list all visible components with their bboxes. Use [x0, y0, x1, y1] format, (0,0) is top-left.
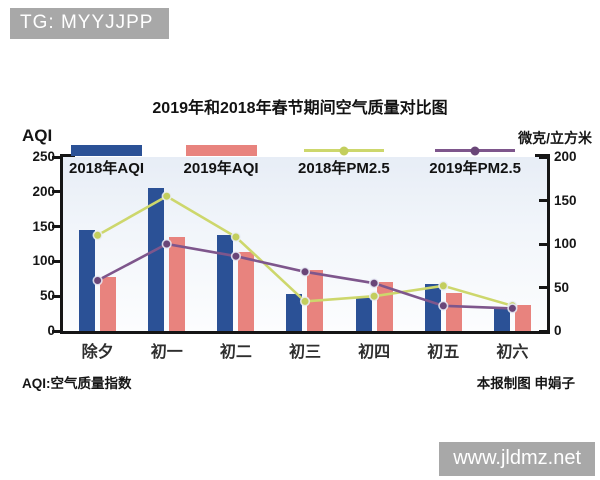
line-marker — [438, 300, 449, 311]
bar — [514, 304, 531, 331]
legend-label: 2019年AQI — [183, 160, 259, 177]
bar — [493, 308, 510, 331]
left_axis-tick-label: 250 — [32, 149, 55, 164]
left_axis-tick — [52, 225, 60, 229]
legend-item: 2018年AQI — [69, 145, 144, 178]
right_axis-tick-label: 100 — [554, 236, 577, 251]
footnote-credit: 本报制图 申娟子 — [476, 376, 575, 391]
x-axis-label: 初四 — [358, 344, 391, 361]
line-marker — [230, 251, 241, 262]
bar-group — [409, 157, 478, 331]
bar — [79, 230, 96, 331]
bar-group — [478, 157, 547, 331]
legend: 2018年AQI 2019年AQI 2018年PM2.5 2019年PM2.5 — [69, 145, 521, 178]
line-series — [96, 194, 513, 308]
legend-item: 2019年AQI — [184, 145, 259, 178]
bar — [286, 294, 303, 331]
right_axis-tick-label: 150 — [554, 192, 577, 208]
chart-title: 2019年和2018年春节期间空气质量对比图 — [152, 100, 448, 117]
line-marker — [369, 278, 380, 289]
right_axis-tick — [539, 329, 547, 333]
legend-item: 2019年PM2.5 — [429, 145, 521, 178]
bar — [445, 292, 462, 331]
bottom-axis-line — [60, 331, 550, 334]
left_axis-tick-label: 150 — [32, 218, 55, 234]
bar — [217, 235, 234, 331]
watermark-badge: www.jldmz.net — [439, 442, 595, 476]
legend-line-marker — [339, 146, 349, 155]
footnote-aqi-definition: AQI:空气质量指数 — [22, 376, 132, 391]
x-axis-label: 初六 — [496, 344, 529, 361]
x-axis-labels: 除夕 初一 初二 初三 初四 初五 初六 — [63, 338, 547, 362]
right_axis-tick — [539, 199, 547, 202]
legend-line-swatch — [435, 146, 516, 155]
line-marker — [92, 230, 103, 241]
bar-group — [132, 157, 201, 331]
line-marker — [161, 238, 172, 250]
right_axis-tick — [539, 155, 547, 159]
legend-label: 2019年PM2.5 — [429, 160, 521, 177]
left_axis-tick — [52, 155, 60, 159]
left_axis-tick — [52, 294, 60, 298]
left_axis-tick — [52, 259, 60, 263]
bar — [355, 297, 372, 331]
left_axis-tick-label: 200 — [32, 183, 55, 199]
line-marker — [230, 231, 241, 243]
bar — [148, 188, 165, 331]
right-axis-title: 微克/立方米 — [518, 130, 592, 146]
left_axis-tick — [52, 329, 60, 333]
bar — [238, 252, 255, 331]
right-axis-line — [547, 154, 550, 334]
line-marker — [369, 291, 380, 302]
left-axis-line — [60, 154, 63, 334]
plot-area: 2018年AQI 2019年AQI 2018年PM2.5 2019年PM2.5 0 50… — [32, 145, 577, 338]
line-marker — [299, 296, 311, 307]
line-marker — [438, 280, 449, 291]
legend-label: 2018年PM2.5 — [298, 160, 390, 177]
left_axis-tick-label: 50 — [39, 288, 55, 304]
left_axis-tick — [52, 190, 60, 194]
line-marker — [92, 275, 103, 286]
legend-line-marker — [470, 146, 480, 155]
tg-badge: TG: MYYJJPP — [10, 8, 170, 39]
left_axis-tick-label: 0 — [47, 323, 55, 338]
x-axis-label: 初二 — [219, 344, 252, 361]
x-axis-label: 初五 — [427, 344, 460, 361]
bar — [169, 237, 186, 331]
right_axis-tick — [539, 286, 547, 289]
legend-line-swatch — [303, 146, 384, 155]
right_axis-tick — [539, 242, 547, 246]
bar — [100, 276, 117, 331]
right_axis-tick-label: 50 — [554, 279, 570, 295]
x-axis-label: 除夕 — [81, 344, 114, 361]
x-axis-label: 初三 — [288, 344, 321, 361]
left-axis-cap — [60, 154, 75, 157]
legend-bar-swatch — [71, 145, 143, 156]
line-series-layer — [92, 191, 518, 314]
bar-group — [63, 157, 132, 331]
line-marker — [507, 303, 518, 314]
bar-groups — [63, 157, 547, 331]
legend-item: 2018年PM2.5 — [298, 145, 390, 178]
x-axis-label: 初一 — [150, 344, 183, 361]
line-marker — [299, 266, 311, 277]
left_axis-tick-label: 100 — [32, 253, 55, 269]
legend-bar-swatch — [185, 145, 257, 156]
line-marker — [161, 191, 172, 202]
right_axis-tick-label: 200 — [554, 149, 577, 164]
legend-label: 2018年AQI — [69, 160, 145, 177]
right_axis-tick-label: 0 — [554, 323, 562, 338]
bar-group — [201, 157, 270, 331]
left-axis-title: AQI — [22, 126, 53, 145]
bar — [424, 283, 441, 331]
